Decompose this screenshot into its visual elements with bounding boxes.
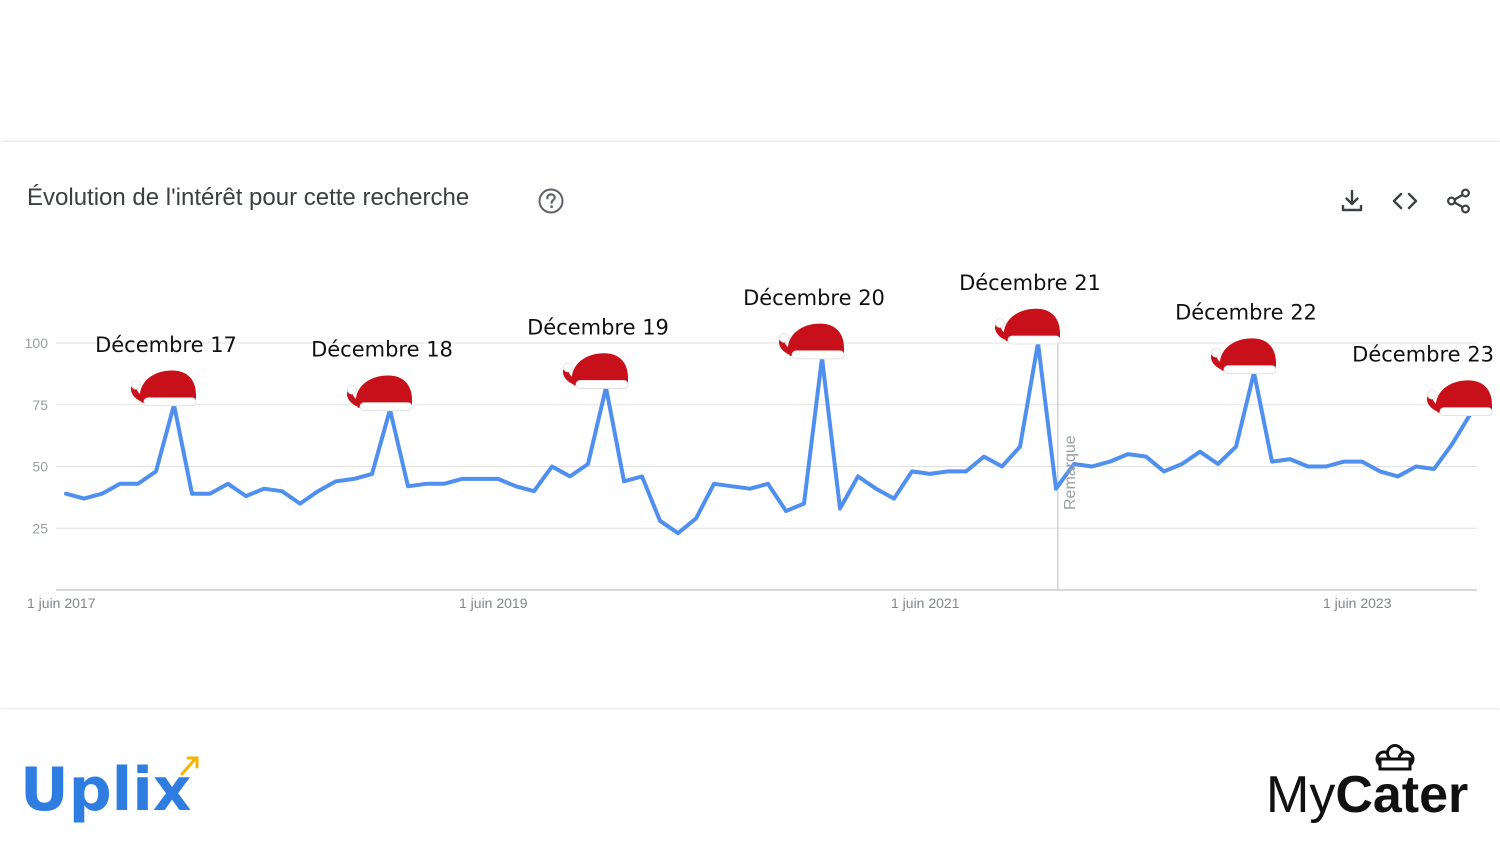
svg-text:MyCater: MyCater xyxy=(1266,766,1468,824)
x-tick-label: 1 juin 2021 xyxy=(891,595,960,611)
note-label: Remarque xyxy=(1062,435,1079,510)
hat-pompom xyxy=(131,379,141,390)
grid-layer xyxy=(56,342,1477,591)
hat-brim xyxy=(143,397,197,407)
x-tick-label: 1 juin 2019 xyxy=(459,595,528,611)
hat-brim xyxy=(575,380,629,389)
mycater-logo: MyCater xyxy=(1266,744,1468,824)
hat-brim xyxy=(1223,365,1277,375)
help-icon[interactable] xyxy=(536,186,566,216)
hat-brim xyxy=(1007,335,1061,345)
annotation-label: Décembre 20 xyxy=(743,286,885,310)
hat-pompom xyxy=(563,362,573,373)
label-layer: 25 50 75 100 1 juin 2017 1 juin 2019 1 juin 20… xyxy=(25,271,1494,611)
hat-body xyxy=(355,375,412,408)
hat-body xyxy=(1003,308,1060,341)
hat-pompom xyxy=(347,384,357,395)
embed-icon[interactable] xyxy=(1390,186,1420,216)
santa-hat-icon xyxy=(779,323,845,360)
annotation-label: Décembre 19 xyxy=(527,315,669,339)
chart-card xyxy=(0,142,1500,708)
svg-text:Uplix: Uplix xyxy=(20,755,192,825)
hat-body xyxy=(139,370,196,403)
hat-body xyxy=(1219,338,1276,371)
hat-layer xyxy=(131,308,1493,417)
y-tick-label: 75 xyxy=(32,397,48,413)
hat-brim xyxy=(359,402,413,412)
annotation-label: Décembre 23 xyxy=(1352,343,1494,367)
chart-title: Évolution de l'intérêt pour cette recher… xyxy=(27,184,470,211)
hat-pompom xyxy=(1211,347,1221,358)
annotation-label: Décembre 21 xyxy=(959,271,1101,295)
line-layer xyxy=(64,341,1472,536)
hat-pompom xyxy=(1427,389,1437,400)
santa-hat-icon xyxy=(131,370,197,407)
x-tick-label: 1 juin 2017 xyxy=(27,595,96,611)
y-tick-label: 50 xyxy=(32,459,48,475)
y-tick-label: 25 xyxy=(32,520,48,536)
uplix-logo: Uplix xyxy=(20,755,199,825)
hat-pompom xyxy=(779,332,789,343)
series-line xyxy=(64,341,1472,536)
download-icon[interactable] xyxy=(1337,186,1367,216)
annotation-label: Décembre 18 xyxy=(311,338,453,362)
hat-brim xyxy=(1439,407,1493,417)
annotation-label: Décembre 17 xyxy=(95,333,237,357)
hat-pompom xyxy=(995,318,1005,328)
share-icon[interactable] xyxy=(1444,186,1474,216)
santa-hat-icon xyxy=(347,375,413,412)
hat-body xyxy=(1435,380,1492,413)
santa-hat-icon xyxy=(1427,380,1493,417)
santa-hat-icon xyxy=(563,353,629,389)
annotation-label: Décembre 22 xyxy=(1175,301,1317,325)
hat-body xyxy=(787,323,844,356)
y-tick-label: 100 xyxy=(25,335,49,351)
hat-brim xyxy=(791,350,845,360)
hat-body xyxy=(571,353,628,386)
chef-hat-icon xyxy=(1375,744,1415,771)
santa-hat-icon xyxy=(1211,338,1277,375)
x-tick-label: 1 juin 2023 xyxy=(1323,595,1392,611)
santa-hat-icon xyxy=(995,308,1061,345)
